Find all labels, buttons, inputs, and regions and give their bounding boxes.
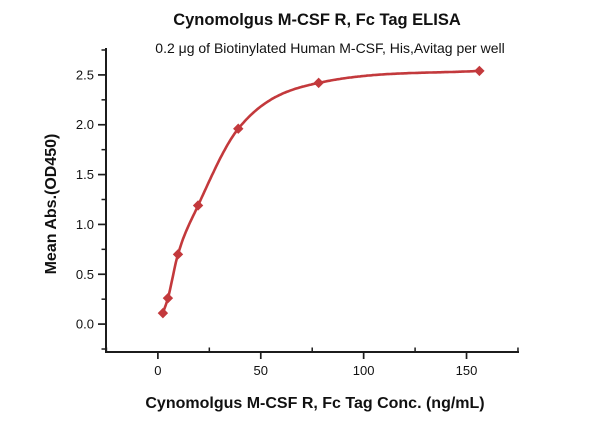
data-point-marker (162, 292, 174, 304)
x-tick-label: 100 (353, 363, 375, 378)
x-axis-label: Cynomolgus M-CSF R, Fc Tag Conc. (ng/mL) (145, 395, 484, 412)
data-points (157, 65, 485, 319)
chart-title: Cynomolgus M-CSF R, Fc Tag ELISA (173, 11, 461, 29)
x-tick-label: 150 (456, 363, 478, 378)
chart-subtitle: 0.2 μg of Biotinylated Human M-CSF, His,… (155, 40, 504, 56)
fit-curve (161, 69, 481, 315)
tick-labels: 0 50 100 150 0.0 0.5 1.0 1.5 2.0 2.5 (76, 67, 477, 378)
x-tick-label: 50 (254, 363, 268, 378)
y-tick-label: 1.0 (76, 217, 94, 232)
y-tick-label: 0.5 (76, 267, 94, 282)
data-point-marker (172, 249, 184, 260)
data-point-marker (192, 200, 204, 211)
data-point-marker (157, 307, 169, 319)
y-tick-label: 0.0 (76, 317, 94, 332)
axes (105, 48, 519, 353)
x-tick-label: 0 (154, 363, 161, 378)
data-point-marker (313, 77, 324, 89)
y-tick-label: 2.5 (76, 67, 94, 82)
data-point-marker (233, 123, 244, 134)
y-tick-label: 1.5 (76, 167, 94, 182)
data-point-marker (474, 65, 485, 77)
y-axis-label: Mean Abs.(OD450) (43, 134, 60, 275)
axis-ticks (98, 49, 519, 359)
y-tick-label: 2.0 (76, 117, 94, 132)
